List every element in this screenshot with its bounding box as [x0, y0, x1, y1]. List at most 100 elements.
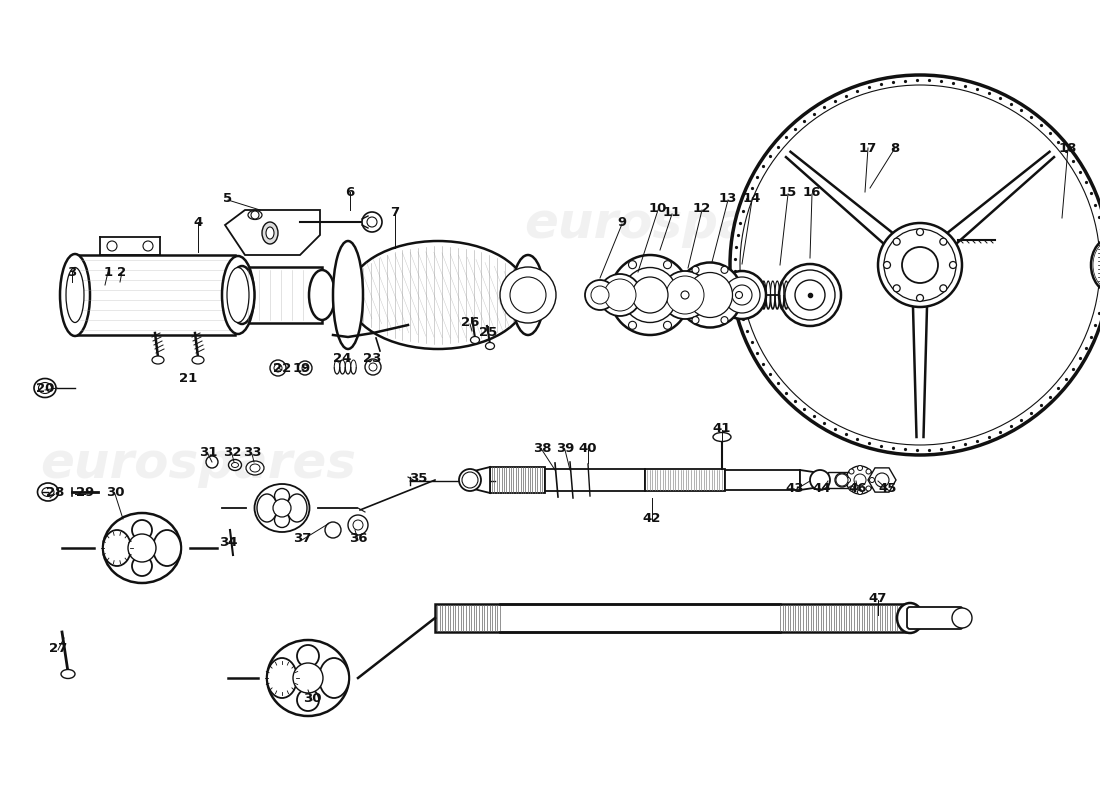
- Text: 37: 37: [293, 531, 311, 545]
- Ellipse shape: [227, 267, 249, 322]
- Ellipse shape: [275, 513, 289, 527]
- Circle shape: [902, 247, 938, 283]
- Text: 46: 46: [849, 482, 867, 494]
- Circle shape: [720, 266, 728, 274]
- Circle shape: [128, 534, 156, 562]
- Circle shape: [720, 317, 728, 324]
- Ellipse shape: [600, 274, 641, 316]
- Ellipse shape: [666, 276, 704, 314]
- Circle shape: [883, 262, 891, 269]
- Circle shape: [270, 360, 286, 376]
- Text: 28: 28: [46, 486, 64, 498]
- Circle shape: [916, 229, 924, 235]
- Text: 44: 44: [813, 482, 832, 494]
- Polygon shape: [786, 152, 892, 243]
- Text: 18: 18: [1059, 142, 1077, 154]
- Ellipse shape: [604, 279, 636, 311]
- Circle shape: [678, 291, 684, 298]
- Ellipse shape: [810, 470, 830, 490]
- Text: 39: 39: [556, 442, 574, 454]
- Ellipse shape: [250, 464, 260, 472]
- Circle shape: [692, 317, 698, 324]
- Ellipse shape: [1091, 238, 1100, 293]
- Circle shape: [869, 478, 874, 482]
- Polygon shape: [226, 210, 320, 255]
- Circle shape: [730, 75, 1100, 455]
- Text: 41: 41: [713, 422, 732, 434]
- Circle shape: [866, 469, 871, 474]
- Ellipse shape: [267, 658, 297, 698]
- Circle shape: [916, 294, 924, 302]
- Circle shape: [681, 291, 689, 299]
- Text: 8: 8: [890, 142, 900, 154]
- Circle shape: [500, 267, 556, 323]
- Text: 22: 22: [273, 362, 292, 374]
- Text: 7: 7: [390, 206, 399, 218]
- Circle shape: [846, 466, 874, 494]
- Circle shape: [858, 466, 862, 470]
- Ellipse shape: [724, 277, 760, 313]
- Circle shape: [107, 241, 117, 251]
- Ellipse shape: [230, 266, 254, 324]
- Ellipse shape: [42, 487, 54, 497]
- Polygon shape: [800, 470, 820, 490]
- Text: 36: 36: [349, 531, 367, 545]
- Ellipse shape: [623, 267, 678, 322]
- Circle shape: [849, 469, 854, 474]
- Bar: [490, 467, 544, 493]
- Circle shape: [273, 499, 292, 517]
- Text: 26: 26: [461, 315, 480, 329]
- Ellipse shape: [262, 222, 278, 244]
- Ellipse shape: [152, 356, 164, 364]
- Ellipse shape: [34, 378, 56, 398]
- Circle shape: [846, 478, 850, 482]
- Circle shape: [849, 486, 854, 491]
- Circle shape: [348, 515, 369, 535]
- Text: 24: 24: [333, 351, 351, 365]
- Text: 12: 12: [693, 202, 711, 214]
- Text: 15: 15: [779, 186, 798, 198]
- Circle shape: [324, 522, 341, 538]
- Ellipse shape: [459, 469, 481, 491]
- Ellipse shape: [512, 255, 544, 335]
- Text: 16: 16: [803, 186, 822, 198]
- Text: 47: 47: [869, 591, 888, 605]
- Circle shape: [206, 456, 218, 468]
- Ellipse shape: [66, 267, 84, 322]
- Circle shape: [692, 266, 698, 274]
- Circle shape: [836, 474, 848, 486]
- Polygon shape: [868, 468, 896, 492]
- Ellipse shape: [785, 270, 835, 320]
- Ellipse shape: [348, 241, 528, 349]
- Ellipse shape: [132, 556, 152, 576]
- Ellipse shape: [60, 254, 90, 336]
- Text: 33: 33: [243, 446, 262, 458]
- Ellipse shape: [591, 286, 609, 304]
- Text: 45: 45: [879, 482, 898, 494]
- Circle shape: [462, 472, 478, 488]
- Circle shape: [510, 277, 546, 313]
- Text: 40: 40: [579, 442, 597, 454]
- Circle shape: [949, 262, 957, 269]
- Ellipse shape: [248, 210, 262, 219]
- Circle shape: [298, 361, 312, 375]
- Text: 14: 14: [742, 191, 761, 205]
- Text: 30: 30: [106, 486, 124, 498]
- Text: 3: 3: [67, 266, 77, 278]
- Ellipse shape: [257, 494, 277, 522]
- Text: 38: 38: [532, 442, 551, 454]
- Ellipse shape: [835, 473, 849, 487]
- Circle shape: [632, 277, 668, 313]
- Text: 1: 1: [103, 266, 112, 278]
- Ellipse shape: [267, 640, 349, 716]
- FancyBboxPatch shape: [908, 607, 962, 629]
- Circle shape: [854, 474, 866, 486]
- Text: 32: 32: [223, 446, 241, 458]
- Ellipse shape: [678, 262, 743, 327]
- Ellipse shape: [266, 227, 274, 239]
- Text: 4: 4: [194, 215, 202, 229]
- Ellipse shape: [309, 270, 336, 320]
- Bar: [725, 470, 800, 490]
- Text: 10: 10: [649, 202, 668, 214]
- Text: 27: 27: [48, 642, 67, 654]
